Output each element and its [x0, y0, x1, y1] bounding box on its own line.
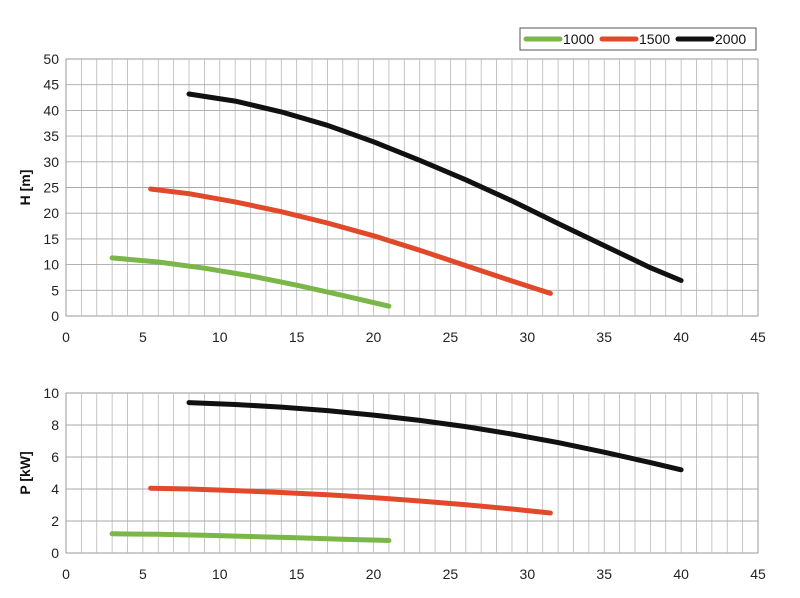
head-x-tick-label: 45	[750, 329, 766, 345]
head-x-tick-label: 0	[62, 329, 70, 345]
power-y-axis-label: P [kW]	[17, 451, 33, 494]
power-x-tick-label: 5	[139, 566, 147, 582]
head-y-tick-label: 40	[43, 102, 59, 118]
head-series-line-2000	[186, 91, 684, 283]
head-series-line-1500	[148, 186, 553, 296]
power-x-tick-label: 0	[62, 566, 70, 582]
head-x-tick-label: 25	[443, 329, 459, 345]
power-x-tick-label: 40	[673, 566, 689, 582]
power-y-tick-label: 10	[43, 385, 59, 401]
legend-label-2000: 2000	[715, 31, 746, 47]
power-series-line-2000	[186, 400, 684, 473]
head-x-tick-label: 30	[520, 329, 536, 345]
head-y-tick-label: 50	[43, 51, 59, 67]
head-x-tick-label: 20	[366, 329, 382, 345]
head-x-tick-label: 10	[212, 329, 228, 345]
legend-label-1000: 1000	[563, 31, 594, 47]
power-x-tick-label: 45	[750, 566, 766, 582]
power-y-tick-label: 2	[51, 513, 59, 529]
head-x-tick-label: 5	[139, 329, 147, 345]
head-y-tick-label: 45	[43, 77, 59, 93]
legend: 1000 1500 2000	[519, 27, 757, 51]
power-y-tick-label: 8	[51, 417, 59, 433]
head-y-tick-label: 15	[43, 231, 59, 247]
head-y-tick-label: 5	[51, 282, 59, 298]
power-y-tick-label: 4	[51, 481, 59, 497]
head-y-tick-label: 10	[43, 257, 59, 273]
head-x-tick-label: 40	[673, 329, 689, 345]
power-x-tick-label: 35	[596, 566, 612, 582]
head-y-tick-label: 25	[43, 180, 59, 196]
power-x-tick-label: 30	[520, 566, 536, 582]
power-series-line-1500	[148, 485, 553, 516]
power-chart: 0 2 4 6 8 10 0 5 10 15 20 25 30 35 40 45 P [kW]	[17, 385, 766, 582]
power-x-tick-label: 25	[443, 566, 459, 582]
head-chart: 0 5 10 15 20 25 30 35 40 45 50 0 5 10 15 20 25 30 35 40 45 H …	[17, 51, 766, 345]
head-y-tick-label: 35	[43, 128, 59, 144]
power-x-tick-label: 10	[212, 566, 228, 582]
head-x-tick-label: 35	[596, 329, 612, 345]
head-y-axis-label: H [m]	[17, 170, 33, 206]
head-x-tick-label: 15	[289, 329, 305, 345]
power-y-tick-label: 6	[51, 449, 59, 465]
head-series-line-1000	[109, 255, 392, 309]
power-series-line-1000	[109, 531, 392, 543]
power-y-tick-label: 0	[51, 545, 59, 561]
legend-label-1500: 1500	[639, 31, 670, 47]
head-y-tick-label: 30	[43, 154, 59, 170]
power-x-tick-label: 15	[289, 566, 305, 582]
head-y-tick-label: 0	[51, 308, 59, 324]
head-y-tick-label: 20	[43, 205, 59, 221]
power-plot-area	[65, 392, 759, 554]
power-x-tick-label: 20	[366, 566, 382, 582]
